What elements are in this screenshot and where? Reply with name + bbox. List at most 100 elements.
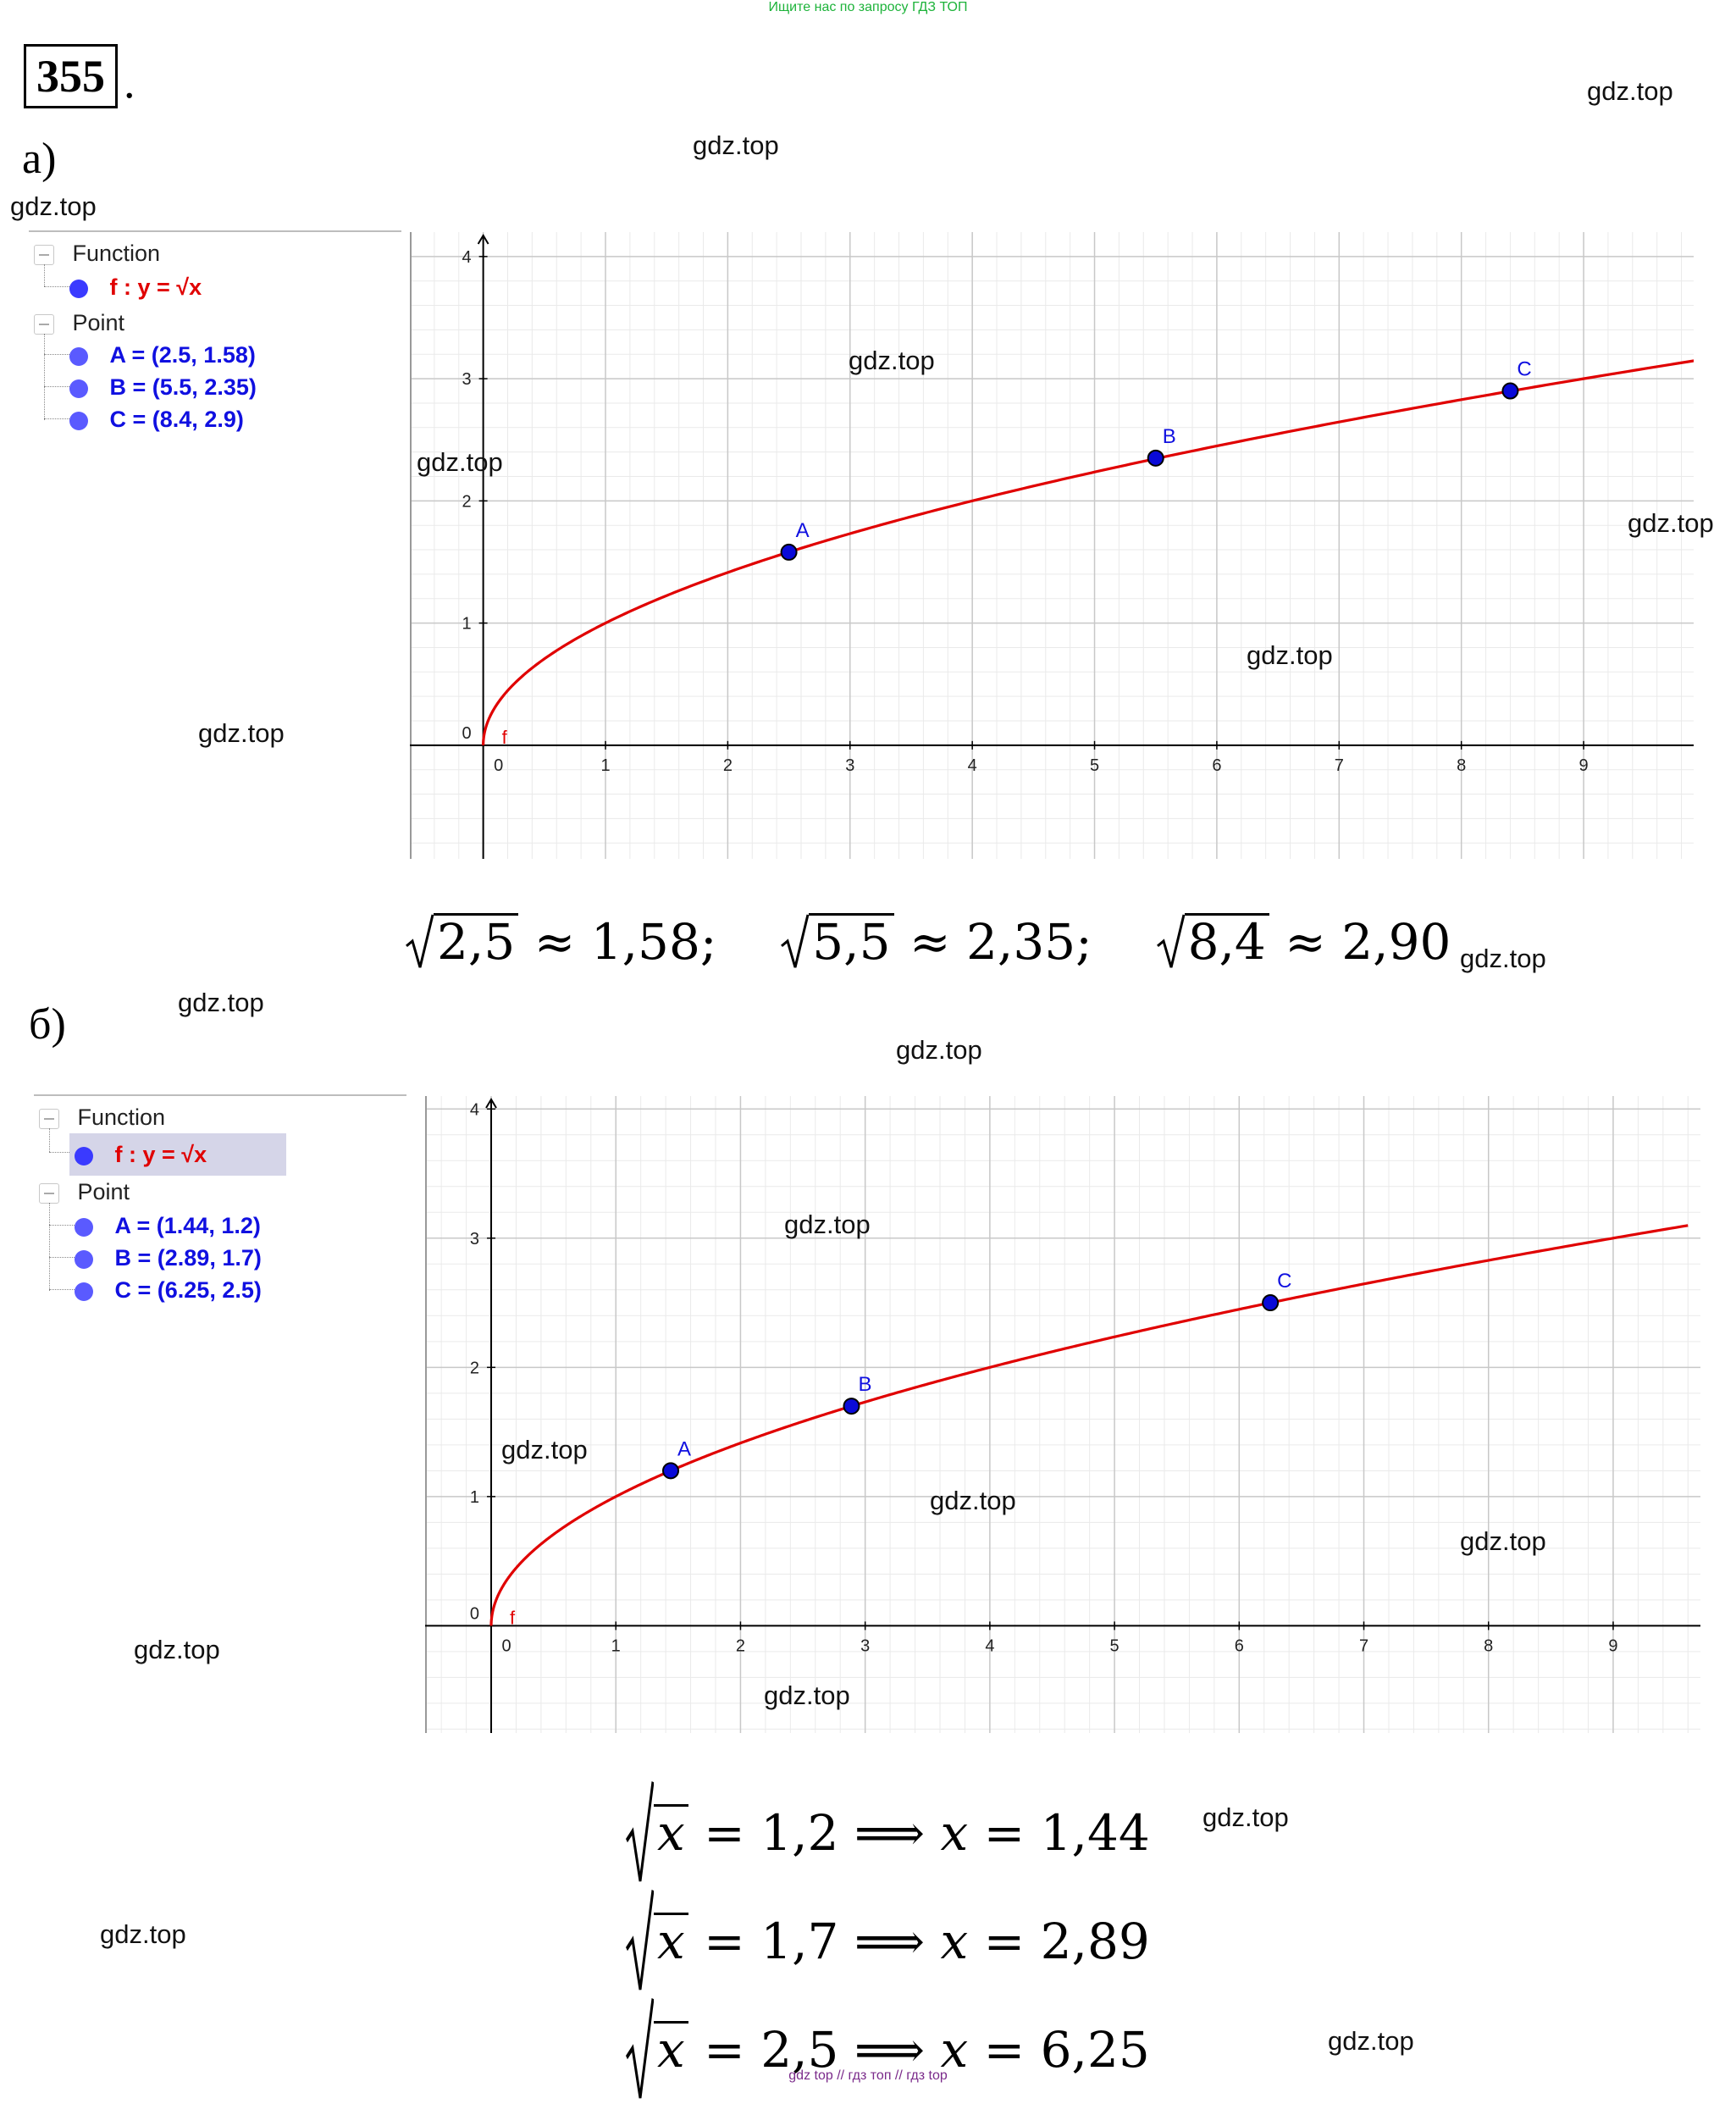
x-tick-label: 0 xyxy=(501,1636,511,1655)
equation-middle: = 2,5 ⟹ xyxy=(704,2021,926,2079)
watermark: gdz.top xyxy=(1587,76,1673,106)
point-b-row[interactable]: B = (5.5, 2.35) xyxy=(69,374,257,401)
curve-label: f xyxy=(510,1607,516,1628)
algebra-view-a: Function f : y = √x Point A = (2.5, 1.58… xyxy=(29,230,401,434)
task-number: 355 xyxy=(24,44,118,108)
radicand: x xyxy=(654,1913,688,1969)
watermark: gdz.top xyxy=(1202,1802,1289,1832)
y-tick-label: 4 xyxy=(470,1100,479,1119)
point-b xyxy=(843,1398,860,1415)
point-c-row[interactable]: C = (6.25, 2.5) xyxy=(75,1277,262,1304)
equation-a-2: 5,5 ≈ 2,35; xyxy=(780,913,1108,971)
point-visibility-icon[interactable] xyxy=(75,1217,93,1237)
x-tick-label: 4 xyxy=(968,756,977,775)
part-b-label: б) xyxy=(29,1000,66,1049)
task-number-dot: . xyxy=(124,57,135,108)
watermark: gdz.top xyxy=(764,1680,850,1710)
function-definition: f : y = √x xyxy=(109,274,202,300)
plot-background xyxy=(410,232,1694,859)
equation-result: = 6,25 xyxy=(983,2021,1150,2079)
y-tick-label: 0 xyxy=(470,1604,479,1623)
point-a xyxy=(662,1462,680,1480)
graph-view-a[interactable]: 0 1 2 3 4 5 6 7 8 9 0 1 2 3 4 f A B C xyxy=(410,232,1694,859)
point-a-row[interactable]: A = (2.5, 1.58) xyxy=(69,342,256,368)
x-tick-label: 5 xyxy=(1110,1636,1120,1655)
point-visibility-icon[interactable] xyxy=(75,1249,93,1269)
watermark: gdz.top xyxy=(1460,944,1546,973)
point-b-row[interactable]: B = (2.89, 1.7) xyxy=(75,1245,262,1271)
point-c-definition: C = (6.25, 2.5) xyxy=(114,1277,262,1303)
algebra-view-b: Function f : y = √x Point A = (1.44, 1.2… xyxy=(34,1094,406,1303)
point-b-label: B xyxy=(1163,425,1176,448)
watermark: gdz.top xyxy=(930,1486,1016,1515)
function-visibility-icon[interactable] xyxy=(75,1146,93,1166)
x-tick-label: 2 xyxy=(723,756,733,775)
function-definition: f : y = √x xyxy=(114,1142,207,1167)
radicand: 8,4 xyxy=(1184,913,1269,970)
part-a-equations: 2,5 ≈ 1,58; 5,5 ≈ 2,35; 8,4 ≈ 2,90 xyxy=(405,913,1451,971)
watermark: gdz.top xyxy=(896,1035,982,1065)
equation-result: = 1,44 xyxy=(983,1804,1150,1862)
radicand: 2,5 xyxy=(434,913,519,970)
graph-view-b[interactable]: 0 1 2 3 4 5 6 7 8 9 0 1 2 3 4 f A B C xyxy=(425,1096,1700,1733)
y-axis-arrow xyxy=(485,1098,497,1109)
equation-b-2: x = 1,7 ⟹ x = 2,89 xyxy=(625,1887,1150,1996)
equation-variable: x xyxy=(940,1913,969,1970)
point-b-definition: B = (2.89, 1.7) xyxy=(114,1245,262,1271)
collapse-point-icon[interactable] xyxy=(34,313,54,335)
watermark: gdz.top xyxy=(784,1210,871,1239)
point-c-label: C xyxy=(1517,358,1531,381)
x-tick-label: 7 xyxy=(1359,1636,1368,1655)
point-visibility-icon[interactable] xyxy=(69,346,88,366)
y-tick-label: 1 xyxy=(470,1488,479,1507)
y-tick-label: 2 xyxy=(462,492,472,511)
part-a-label: а) xyxy=(22,135,57,183)
x-tick-label: 5 xyxy=(1090,756,1099,775)
equation-middle: = 1,2 ⟹ xyxy=(704,1804,926,1862)
function-group-header: Function xyxy=(77,1105,166,1130)
point-visibility-icon[interactable] xyxy=(69,379,88,398)
equation-variable: x xyxy=(940,1804,969,1862)
x-tick-label: 8 xyxy=(1457,756,1466,775)
x-tick-label: 9 xyxy=(1578,756,1588,775)
equation-b-1: x = 1,2 ⟹ x = 1,44 xyxy=(625,1779,1150,1887)
function-group-header: Function xyxy=(72,241,161,266)
collapse-function-icon[interactable] xyxy=(34,244,54,265)
point-visibility-icon[interactable] xyxy=(75,1282,93,1301)
point-b-label: B xyxy=(858,1373,871,1396)
y-tick-label: 4 xyxy=(462,248,472,267)
collapse-function-icon[interactable] xyxy=(39,1108,59,1129)
point-a-label: A xyxy=(677,1437,691,1460)
collapse-point-icon[interactable] xyxy=(39,1182,59,1204)
point-a-row[interactable]: A = (1.44, 1.2) xyxy=(75,1213,261,1239)
x-tick-label: 6 xyxy=(1212,756,1221,775)
x-tick-label: 8 xyxy=(1484,1636,1493,1655)
approx-value: ≈ 2,90 xyxy=(1285,913,1451,971)
approx-value: ≈ 1,58; xyxy=(534,913,717,971)
x-tick-label: 6 xyxy=(1235,1636,1244,1655)
point-b xyxy=(1147,449,1164,467)
y-axis-arrow xyxy=(477,234,489,245)
function-f-row[interactable]: f : y = √x xyxy=(69,274,202,301)
x-tick-label: 3 xyxy=(860,1636,870,1655)
equation-variable: x xyxy=(940,2021,969,2079)
watermark: gdz.top xyxy=(1328,2026,1414,2056)
y-tick-label: 1 xyxy=(462,615,472,634)
part-b-equations: x = 1,2 ⟹ x = 1,44 x = 1,7 ⟹ x = 2,89 x … xyxy=(625,1779,1150,2104)
function-visibility-icon[interactable] xyxy=(69,279,88,298)
point-a-definition: A = (1.44, 1.2) xyxy=(114,1213,261,1238)
point-a xyxy=(780,543,798,561)
point-visibility-icon[interactable] xyxy=(69,411,88,430)
approx-value: ≈ 2,35; xyxy=(909,913,1092,971)
point-b-definition: B = (5.5, 2.35) xyxy=(109,374,257,400)
x-tick-label: 4 xyxy=(985,1636,994,1655)
point-c-definition: C = (8.4, 2.9) xyxy=(109,407,244,432)
watermark: gdz.top xyxy=(198,718,285,748)
function-f-row[interactable]: f : y = √x xyxy=(69,1133,286,1176)
radicand: 5,5 xyxy=(809,913,894,970)
watermark: gdz.top xyxy=(10,191,97,221)
watermark: gdz.top xyxy=(849,346,935,375)
watermark: gdz.top xyxy=(178,988,264,1017)
equation-a-1: 2,5 ≈ 1,58; xyxy=(405,913,733,971)
point-c-row[interactable]: C = (8.4, 2.9) xyxy=(69,407,244,433)
